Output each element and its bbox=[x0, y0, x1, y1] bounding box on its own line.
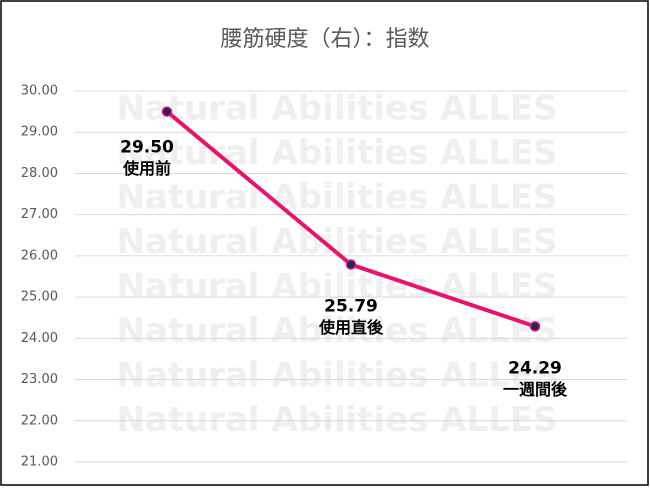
point bbox=[161, 106, 173, 117]
y-tick-label: 24.00 bbox=[21, 331, 58, 346]
y-tick-label: 27.00 bbox=[21, 207, 58, 222]
y-tick-label: 25.00 bbox=[21, 290, 58, 305]
data-label: 25.79 bbox=[324, 297, 378, 317]
point bbox=[529, 321, 541, 332]
watermark: Natural Abilities ALLES bbox=[116, 89, 557, 129]
watermark: Natural Abilities ALLES bbox=[116, 400, 557, 440]
y-tick-label: 26.00 bbox=[21, 248, 58, 263]
point bbox=[345, 259, 357, 270]
watermark: Natural Abilities ALLES bbox=[116, 356, 557, 396]
chart-title: 腰筋硬度（右）：指数 bbox=[220, 27, 429, 52]
watermark: Natural Abilities ALLES bbox=[116, 178, 557, 218]
watermark: Natural Abilities ALLES bbox=[116, 133, 557, 173]
y-tick-label: 21.00 bbox=[21, 455, 58, 470]
category-label: 使用直後 bbox=[318, 318, 384, 337]
data-label: 24.29 bbox=[508, 358, 562, 378]
y-tick-label: 29.00 bbox=[21, 125, 58, 140]
y-tick-label: 23.00 bbox=[21, 372, 58, 387]
watermark: Natural Abilities ALLES bbox=[116, 311, 557, 351]
data-label: 29.50 bbox=[120, 138, 174, 158]
category-label: 一週間後 bbox=[503, 380, 568, 399]
grid-layer bbox=[75, 90, 627, 463]
y-tick-label: 28.00 bbox=[21, 166, 58, 181]
y-tick-label: 22.00 bbox=[21, 413, 58, 428]
watermark: Natural Abilities ALLES bbox=[116, 267, 557, 307]
y-tick-label: 30.00 bbox=[21, 84, 58, 99]
category-label: 使用前 bbox=[122, 159, 171, 178]
